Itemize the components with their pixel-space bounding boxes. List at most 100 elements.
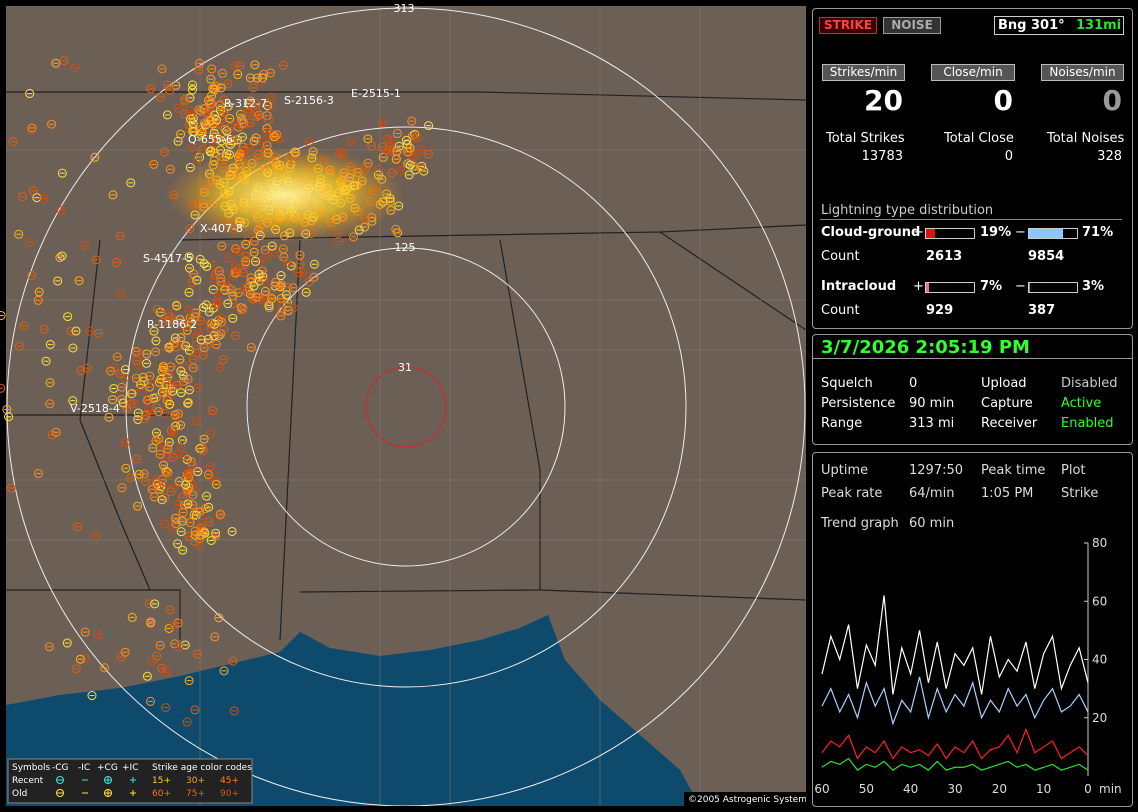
symbol-ring — [224, 253, 234, 263]
strike-symbol — [245, 73, 255, 83]
symbol-ring — [158, 317, 168, 327]
symbol-ring — [133, 408, 143, 418]
symbol-ring — [270, 247, 280, 257]
strike-symbol — [131, 373, 141, 383]
strike-symbol — [208, 285, 218, 295]
strike-symbol — [276, 311, 286, 321]
strike-symbol — [135, 360, 145, 370]
strike-symbol — [163, 444, 173, 454]
strike-symbol — [245, 289, 255, 299]
strike-symbol — [207, 91, 217, 101]
strike-symbol — [185, 224, 195, 234]
strike-symbol — [260, 286, 270, 296]
x-tick-label: 10 — [1036, 782, 1051, 796]
strike-symbol — [151, 347, 161, 357]
strike-symbol — [233, 265, 243, 275]
symbol-ring — [199, 259, 209, 269]
symbol-ring — [159, 460, 169, 470]
symbol-ring — [154, 407, 164, 417]
x-tick-label: 20 — [992, 782, 1007, 796]
symbol-ring — [254, 269, 264, 279]
symbol-ring — [212, 115, 222, 125]
symbol-ring — [235, 61, 245, 71]
symbol-ring — [157, 495, 167, 505]
symbol-ring — [220, 124, 230, 134]
strike-symbol — [288, 303, 298, 313]
symbol-ring — [127, 389, 137, 399]
symbol-ring — [187, 277, 197, 287]
strike-symbol — [163, 80, 173, 90]
symbol-ring — [131, 373, 141, 383]
strike-symbol — [104, 412, 114, 422]
strike-symbol — [184, 305, 194, 315]
symbol-ring — [251, 256, 261, 266]
symbol-ring — [139, 469, 149, 479]
symbol-ring — [176, 442, 186, 452]
symbol-ring — [245, 118, 255, 128]
strike-symbol — [261, 252, 271, 262]
strike-symbol — [188, 354, 198, 364]
strike-symbol — [191, 340, 201, 350]
strike-symbol — [254, 269, 264, 279]
strike-symbol — [277, 298, 287, 308]
symbol-ring — [257, 266, 267, 276]
strike-symbol — [199, 434, 209, 444]
strike-symbol — [181, 341, 191, 351]
symbol-ring — [209, 274, 219, 284]
strike-symbol — [293, 268, 303, 278]
symbol-ring — [142, 349, 152, 359]
strike-symbol — [246, 342, 256, 352]
symbol-ring — [141, 476, 151, 486]
symbol-ring — [209, 260, 219, 270]
symbol-ring — [168, 428, 178, 438]
symbol-ring — [144, 405, 154, 415]
symbol-ring — [206, 116, 216, 126]
strike-symbol — [139, 376, 149, 386]
symbol-ring — [266, 100, 276, 110]
symbol-ring — [185, 224, 195, 234]
symbol-ring — [154, 434, 164, 444]
symbol-ring — [142, 358, 152, 368]
strike-symbol — [246, 96, 256, 106]
strike-symbol — [215, 363, 225, 373]
symbol-ring — [155, 92, 165, 102]
symbol-ring — [170, 481, 180, 491]
symbol-ring — [227, 134, 237, 144]
symbol-ring — [186, 111, 196, 121]
symbol-ring — [295, 250, 305, 260]
strike-symbol — [241, 251, 251, 261]
symbol-ring — [276, 282, 286, 292]
strike-symbol — [154, 434, 164, 444]
strike-symbol — [164, 312, 174, 322]
symbol-ring — [160, 493, 170, 503]
symbol-ring — [215, 100, 225, 110]
symbol-ring — [174, 379, 184, 389]
symbol-ring — [166, 426, 176, 436]
strike-symbol — [245, 118, 255, 128]
symbol-ring — [133, 501, 143, 511]
symbol-ring — [187, 143, 197, 153]
symbol-ring — [151, 436, 161, 446]
symbol-ring — [259, 298, 269, 308]
strike-symbol — [227, 134, 237, 144]
symbol-ring — [276, 311, 286, 321]
symbol-ring — [238, 302, 248, 312]
strike-symbol — [217, 136, 227, 146]
symbol-ring — [246, 273, 256, 283]
symbol-ring — [250, 60, 260, 70]
strike-symbol — [198, 445, 208, 455]
strike-symbol — [202, 491, 212, 501]
symbol-ring — [203, 339, 213, 349]
strike-symbol — [252, 73, 262, 83]
strike-symbol — [164, 343, 174, 353]
symbol-ring — [173, 539, 183, 549]
symbol-ring — [176, 333, 186, 343]
strike-symbol — [216, 83, 226, 93]
strike-symbol — [194, 65, 204, 75]
strike-symbol — [152, 304, 162, 314]
symbol-ring — [276, 271, 286, 281]
symbol-ring — [188, 490, 198, 500]
symbol-ring — [185, 318, 195, 328]
strike-symbol — [157, 495, 167, 505]
